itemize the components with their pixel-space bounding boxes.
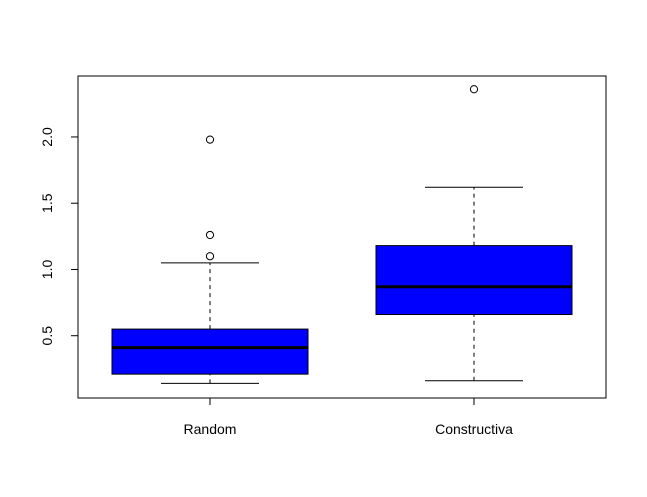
boxplot-constructiva — [375, 85, 573, 382]
y-tick-label: 0.5 — [39, 326, 55, 346]
box-iqr — [111, 328, 309, 375]
x-tick-label: Random — [184, 421, 237, 437]
y-tick-label: 2.0 — [39, 127, 55, 147]
y-axis: 0.5 1.0 1.5 2.0 — [39, 127, 79, 346]
boxplot-random — [111, 135, 309, 384]
y-tick-label: 1.0 — [39, 260, 55, 280]
box-iqr — [375, 245, 573, 316]
outlier-point — [205, 135, 215, 144]
x-tick-label: Constructiva — [435, 421, 513, 437]
outlier-point — [205, 230, 215, 240]
y-tick-label: 1.5 — [39, 193, 55, 213]
outlier-point — [469, 85, 479, 94]
outlier-point — [205, 252, 215, 261]
x-axis: Random Constructiva — [184, 397, 513, 437]
box-group — [111, 85, 573, 384]
